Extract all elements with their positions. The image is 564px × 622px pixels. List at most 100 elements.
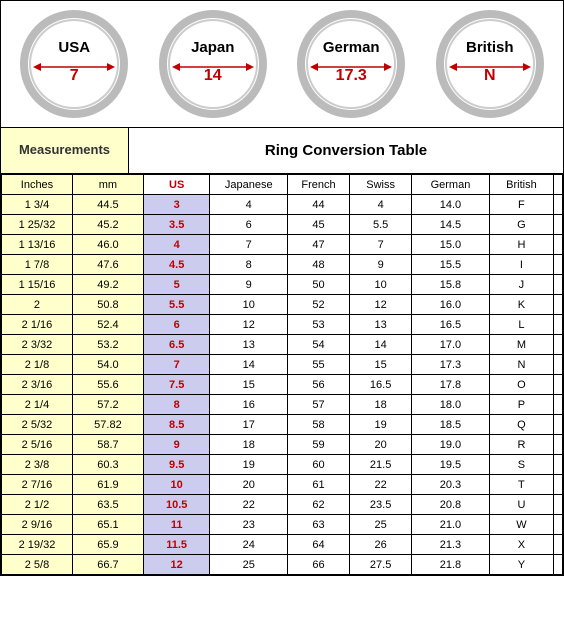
- table-row: 2 1/1652.4612531316.5L: [2, 315, 563, 335]
- conversion-header: Ring Conversion Table: [129, 128, 563, 173]
- table-cell: 9.5: [143, 455, 210, 475]
- table-cell: 2 5/16: [2, 435, 73, 455]
- spare-cell: [554, 215, 563, 235]
- table-cell: 2 7/16: [2, 475, 73, 495]
- table-cell: 20.8: [412, 495, 490, 515]
- table-row: 2 1/457.2816571818.0P: [2, 395, 563, 415]
- table-cell: Q: [489, 415, 553, 435]
- spare-cell: [554, 515, 563, 535]
- table-cell: 64: [288, 535, 350, 555]
- table-cell: 15.0: [412, 235, 490, 255]
- table-cell: 4.5: [143, 255, 210, 275]
- ring-size-value: N: [435, 67, 545, 85]
- column-header: French: [288, 175, 350, 195]
- table-cell: 50: [288, 275, 350, 295]
- table-cell: W: [489, 515, 553, 535]
- spare-cell: [554, 355, 563, 375]
- table-cell: 47: [288, 235, 350, 255]
- table-cell: 2 3/32: [2, 335, 73, 355]
- table-cell: 54: [288, 335, 350, 355]
- table-cell: 25: [350, 515, 412, 535]
- table-cell: 16.5: [412, 315, 490, 335]
- table-cell: 13: [210, 335, 288, 355]
- table-cell: 11.5: [143, 535, 210, 555]
- table-row: 2 3/1655.67.5155616.517.8O: [2, 375, 563, 395]
- table-cell: 55.6: [72, 375, 143, 395]
- table-cell: 10.5: [143, 495, 210, 515]
- column-header: Swiss: [350, 175, 412, 195]
- column-header: Inches: [2, 175, 73, 195]
- table-cell: P: [489, 395, 553, 415]
- table-cell: 4: [210, 195, 288, 215]
- table-cell: U: [489, 495, 553, 515]
- table-cell: 21.5: [350, 455, 412, 475]
- table-cell: 1 13/16: [2, 235, 73, 255]
- table-cell: 18: [210, 435, 288, 455]
- table-cell: 14.0: [412, 195, 490, 215]
- spare-cell: [554, 475, 563, 495]
- table-cell: 2 9/16: [2, 515, 73, 535]
- table-cell: 60: [288, 455, 350, 475]
- table-cell: 49.2: [72, 275, 143, 295]
- table-cell: 22: [210, 495, 288, 515]
- table-cell: F: [489, 195, 553, 215]
- spare-cell: [554, 255, 563, 275]
- table-cell: 2 3/8: [2, 455, 73, 475]
- spare-cell: [554, 335, 563, 355]
- table-cell: 2 1/16: [2, 315, 73, 335]
- ring-graphic: British N: [435, 9, 545, 119]
- ring-graphic: German 17.3: [296, 9, 406, 119]
- table-cell: 20: [350, 435, 412, 455]
- table-cell: O: [489, 375, 553, 395]
- conversion-frame: USA 7 Japan 14 German 17.3: [0, 0, 564, 576]
- ring-country-label: USA: [19, 39, 129, 56]
- table-cell: 2 1/4: [2, 395, 73, 415]
- ring-size-value: 14: [158, 67, 268, 85]
- table-cell: 14.5: [412, 215, 490, 235]
- table-cell: M: [489, 335, 553, 355]
- table-body: 1 3/444.53444414.0F1 25/3245.23.56455.51…: [2, 195, 563, 575]
- table-cell: 7.5: [143, 375, 210, 395]
- table-cell: 7: [210, 235, 288, 255]
- table-cell: 22: [350, 475, 412, 495]
- table-cell: 66.7: [72, 555, 143, 575]
- table-cell: 61.9: [72, 475, 143, 495]
- table-row: 1 7/847.64.5848915.5I: [2, 255, 563, 275]
- spare-cell: [554, 235, 563, 255]
- ring-size-value: 7: [19, 67, 129, 85]
- table-cell: N: [489, 355, 553, 375]
- table-cell: 19: [350, 415, 412, 435]
- table-cell: 21.3: [412, 535, 490, 555]
- table-cell: 45: [288, 215, 350, 235]
- table-cell: 65.1: [72, 515, 143, 535]
- table-cell: 24: [210, 535, 288, 555]
- table-cell: 4: [143, 235, 210, 255]
- table-cell: L: [489, 315, 553, 335]
- table-cell: 8: [210, 255, 288, 275]
- table-cell: 12: [143, 555, 210, 575]
- table-cell: 15: [350, 355, 412, 375]
- table-row: 2 7/1661.91020612220.3T: [2, 475, 563, 495]
- table-cell: 47.6: [72, 255, 143, 275]
- table-cell: 50.8: [72, 295, 143, 315]
- spare-cell: [554, 275, 563, 295]
- table-row: 2 5/866.712256627.521.8Y: [2, 555, 563, 575]
- table-cell: Y: [489, 555, 553, 575]
- table-cell: 65.9: [72, 535, 143, 555]
- table-header-row: InchesmmUSJapaneseFrenchSwissGermanBriti…: [2, 175, 563, 195]
- spare-cell: [554, 495, 563, 515]
- table-cell: 18.0: [412, 395, 490, 415]
- table-cell: 10: [210, 295, 288, 315]
- ring-country-label: British: [435, 39, 545, 56]
- ring-unit: German 17.3: [289, 9, 413, 119]
- table-cell: 60.3: [72, 455, 143, 475]
- table-cell: 26: [350, 535, 412, 555]
- table-cell: 52.4: [72, 315, 143, 335]
- ring-size-value: 17.3: [296, 67, 406, 85]
- table-row: 1 13/1646.04747715.0H: [2, 235, 563, 255]
- column-header: British: [489, 175, 553, 195]
- table-cell: 66: [288, 555, 350, 575]
- table-cell: 52: [288, 295, 350, 315]
- table-cell: 21.8: [412, 555, 490, 575]
- table-cell: 27.5: [350, 555, 412, 575]
